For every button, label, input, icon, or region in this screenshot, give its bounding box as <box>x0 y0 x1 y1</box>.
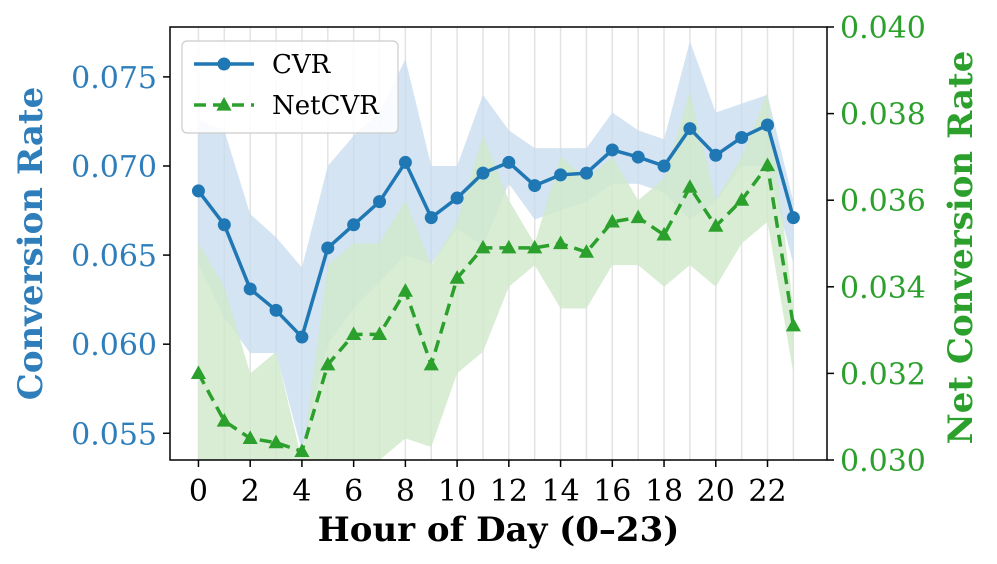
right-tick-label: 0.040 <box>840 11 926 46</box>
netcvr-point <box>397 283 413 297</box>
left-tick-label: 0.075 <box>71 61 157 96</box>
x-tick-label: 22 <box>748 474 786 509</box>
netcvr-point <box>501 239 517 254</box>
legend: CVR NetCVR <box>181 40 399 134</box>
netcvr-point <box>216 413 232 427</box>
cvr-point <box>786 211 800 225</box>
netcvr-point <box>242 430 258 444</box>
netcvr-point <box>708 218 724 232</box>
plot-frame <box>169 26 828 461</box>
x-tick-label: 4 <box>292 474 311 509</box>
netcvr-point <box>734 192 750 206</box>
netcvr-point <box>320 356 336 371</box>
netcvr-point <box>604 213 620 228</box>
netcvr-point <box>294 443 310 457</box>
left-tick-label: 0.060 <box>71 328 157 363</box>
left-tick-label: 0.070 <box>71 150 157 185</box>
legend-cvr-swatch <box>194 57 254 71</box>
cvr-point <box>605 143 619 157</box>
cvr-point <box>502 155 516 169</box>
cvr-point <box>657 159 671 173</box>
legend-netcvr-swatch <box>194 97 254 111</box>
right-tick-label: 0.032 <box>840 357 926 392</box>
x-axis-label: Hour of Day (0–23) <box>318 510 680 550</box>
cvr-point <box>579 166 593 180</box>
cvr-point <box>450 191 464 205</box>
x-tick-label: 0 <box>189 474 208 509</box>
netcvr-point <box>268 434 284 449</box>
cvr-point <box>709 148 723 162</box>
netcvr-point <box>785 317 801 332</box>
cvr-point <box>424 211 438 225</box>
netcvr-band <box>198 91 794 460</box>
netcvr-point <box>346 326 362 341</box>
netcvr-point <box>475 239 491 254</box>
cvr-point <box>631 150 645 164</box>
cvr-point <box>295 330 309 344</box>
right-tick-label: 0.038 <box>840 98 926 133</box>
cvr-point <box>683 122 697 136</box>
axes: 0 2 4 6 8 10 12 14 16 18 20 22 0.055 0.060 0.065 0.070 0… <box>71 11 926 509</box>
netcvr-point <box>552 235 569 250</box>
cvr-point <box>269 303 283 317</box>
right-tick-label: 0.036 <box>840 184 926 219</box>
right-y-axis-label: Net Conversion Rate <box>941 51 981 445</box>
netcvr-point <box>759 157 776 172</box>
netcvr-point <box>190 365 207 379</box>
cvr-point <box>191 184 205 198</box>
netcvr-point <box>656 226 672 241</box>
netcvr-point <box>578 244 595 258</box>
cvr-band <box>198 41 794 452</box>
cvr-point <box>761 118 775 132</box>
x-tick-label: 16 <box>593 474 631 509</box>
x-tick-label: 2 <box>241 474 260 509</box>
cvr-point <box>217 218 231 232</box>
x-tick-label: 8 <box>396 474 415 509</box>
netcvr-point <box>449 270 465 284</box>
cvr-point <box>554 168 568 182</box>
netcvr-point <box>423 356 439 371</box>
cvr-point <box>398 155 412 169</box>
left-tick-label: 0.065 <box>71 239 157 274</box>
x-tick-label: 10 <box>438 474 476 509</box>
cvr-point <box>321 241 335 255</box>
netcvr-point <box>527 239 543 254</box>
confidence-bands <box>198 41 794 460</box>
cvr-point <box>476 166 490 180</box>
cvr-point <box>735 130 749 144</box>
x-tick-label: 20 <box>697 474 735 509</box>
x-tick-label: 14 <box>541 474 579 509</box>
series-markers <box>190 118 801 457</box>
right-tick-label: 0.030 <box>840 444 926 479</box>
netcvr-line <box>196 163 796 454</box>
legend-netcvr-label: NetCVR <box>272 91 380 121</box>
cvr-point <box>373 195 387 209</box>
x-tick-label: 18 <box>645 474 683 509</box>
cvr-point <box>243 282 257 296</box>
left-tick-label: 0.055 <box>71 417 157 452</box>
netcvr-point <box>682 179 698 193</box>
cvr-point <box>347 218 361 232</box>
legend-cvr-label: CVR <box>272 50 332 80</box>
left-y-axis-label: Conversion Rate <box>11 87 51 400</box>
right-tick-label: 0.034 <box>840 271 926 306</box>
x-tick-label: 12 <box>490 474 528 509</box>
cvr-point <box>528 179 542 193</box>
netcvr-point <box>630 209 646 224</box>
netcvr-point <box>371 326 388 341</box>
x-tick-label: 6 <box>344 474 363 509</box>
